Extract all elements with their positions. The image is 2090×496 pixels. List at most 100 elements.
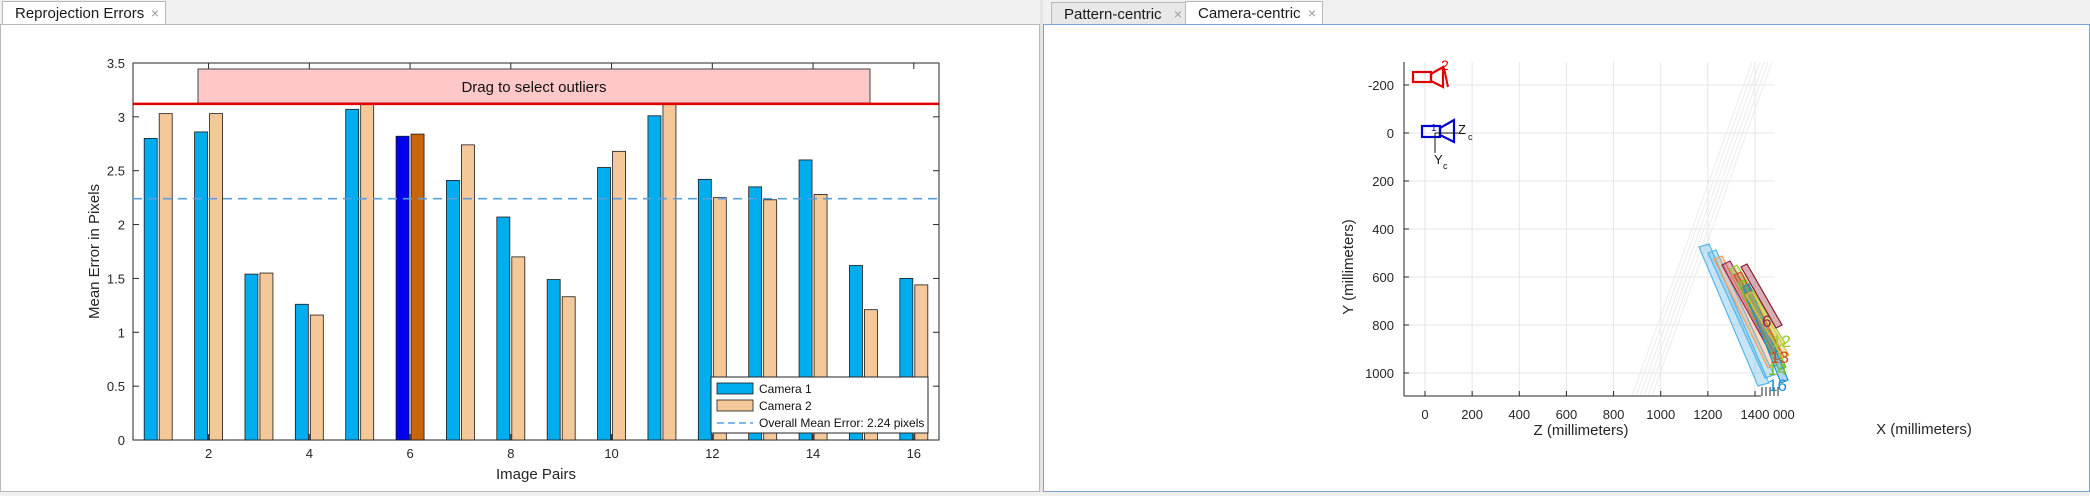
- y-tick-label: 2: [118, 218, 125, 233]
- camera-2-body: [1411, 70, 1433, 84]
- legend-label-mean: Overall Mean Error: 2.24 pixels: [759, 416, 924, 430]
- camera-2-edge: [1443, 67, 1449, 88]
- grid-line: [1647, 61, 1769, 397]
- camera-2-lens: [1429, 65, 1445, 89]
- camera-1-lens: [1438, 118, 1456, 144]
- bar-camera-2: [309, 314, 324, 441]
- y-tick-label: 3.5: [107, 56, 125, 71]
- y-tick-label: 1000: [1365, 366, 1394, 381]
- close-icon[interactable]: ×: [150, 5, 159, 21]
- x-tick-label-overlap: 000: [1773, 407, 1795, 422]
- grid-line: [1643, 61, 1765, 397]
- pattern-label: 12: [1772, 332, 1791, 351]
- left-tab-bar: Reprojection Errors ×: [0, 0, 1040, 25]
- tab-label: Camera-centric: [1198, 5, 1301, 22]
- right-tab-bar: Pattern-centric × Camera-centric ×: [1043, 0, 2090, 25]
- camera-1-frustum: [1420, 118, 1456, 144]
- bar-camera-2: [360, 103, 375, 441]
- close-icon[interactable]: ×: [1307, 5, 1316, 21]
- bar-camera-2: [410, 133, 425, 441]
- y-tick-label: 0: [118, 433, 125, 448]
- y-tick-label: -200: [1368, 78, 1394, 93]
- camera-centric-panel: Pattern-centric × Camera-centric × -200 0…: [1043, 0, 2090, 492]
- camera-1-label: 1: [1431, 123, 1437, 134]
- x-tick-label: 2: [205, 446, 212, 461]
- bar-camera-2: [461, 144, 475, 441]
- legend-label-camera-2: Camera 2: [759, 399, 812, 413]
- bar-camera-2: [662, 103, 677, 441]
- y-tick-label: 0: [1387, 126, 1394, 141]
- bar-camera-1: [647, 115, 662, 441]
- legend-swatch-camera-1: [716, 382, 754, 395]
- z-tick-label: 1000: [1646, 407, 1675, 422]
- grid-line: [1631, 61, 1753, 397]
- drag-select-box: [197, 68, 871, 104]
- pattern-label: 16: [1768, 376, 1787, 395]
- bar-camera-1: [798, 159, 813, 441]
- bar-camera-1: [697, 178, 712, 441]
- z-tick-label: 200: [1461, 407, 1483, 422]
- camera-2-frustum: [1411, 65, 1449, 89]
- y-axis-label: Mean Error in Pixels: [86, 184, 103, 319]
- x-tick-label: 4: [306, 446, 313, 461]
- y-tick-label: 3: [118, 110, 125, 125]
- x-tick-label: 10: [604, 446, 618, 461]
- close-icon[interactable]: ×: [1173, 6, 1182, 22]
- grid-line: [1639, 61, 1761, 397]
- x-axis-label: X (millimeters): [1876, 421, 1972, 438]
- camera-2-label: 2: [1441, 57, 1449, 73]
- z-tick-label: 800: [1603, 407, 1625, 422]
- pattern-plane: [1740, 263, 1783, 329]
- z-tick-label: 1400: [1741, 407, 1770, 422]
- x-tick-label: 16: [907, 446, 921, 461]
- x-axis-label: Image Pairs: [496, 466, 576, 483]
- y-tick-label: 400: [1372, 222, 1394, 237]
- z-tick-label: 600: [1556, 407, 1578, 422]
- reprojection-error-chart[interactable]: 0 0.5 1 1.5 2 2.5 3 3.5 2 4 6 8 10 12 14 16 Drag to sele…: [1, 25, 1039, 491]
- z-tick-label: 0: [1421, 407, 1428, 422]
- y-axis-label: Y (millimeters): [1340, 219, 1357, 315]
- tab-pattern-centric[interactable]: Pattern-centric ×: [1051, 2, 1189, 24]
- bar-camera-1: [395, 135, 410, 441]
- reprojection-errors-panel: Reprojection Errors × 0 0.5 1 1.5 2 2.5 3 3.5 2 4…: [0, 0, 1040, 492]
- pattern-label: 13: [1770, 348, 1789, 367]
- tab-camera-centric[interactable]: Camera-centric ×: [1185, 1, 1323, 25]
- y-tick-label: 2.5: [107, 164, 125, 179]
- drag-select-label: Drag to select outliers: [461, 79, 606, 96]
- bar-camera-2: [158, 113, 173, 441]
- y-tick-label: 200: [1372, 174, 1394, 189]
- zc-sub: c: [1468, 132, 1473, 142]
- pattern-plane: [1745, 291, 1790, 359]
- zc-label: Z: [1458, 122, 1466, 137]
- tab-reprojection-errors[interactable]: Reprojection Errors ×: [2, 1, 166, 25]
- z-tick-label: 1200: [1693, 407, 1722, 422]
- bar-camera-1: [546, 279, 561, 441]
- bar-camera-2: [259, 272, 274, 441]
- bar-camera-1: [194, 131, 208, 441]
- bar-camera-1: [244, 273, 259, 441]
- yc-label: Y: [1434, 152, 1443, 167]
- y-tick-label: 800: [1372, 318, 1394, 333]
- panel-divider[interactable]: [1040, 0, 1043, 492]
- y-tick-label: 1: [118, 325, 125, 340]
- bar-camera-2: [561, 296, 576, 441]
- camera-centric-content: -200 0 200 400 600 800 1000 0 200 400 600 800 1000 12…: [1043, 24, 2090, 492]
- grid-line: [1651, 61, 1773, 397]
- pattern-plane: [1698, 243, 1770, 387]
- bar-camera-1: [143, 138, 158, 441]
- bar-camera-1: [294, 303, 309, 441]
- z-tick-label: 400: [1508, 407, 1530, 422]
- calibration-patterns: [1698, 243, 1790, 387]
- pattern-label: 6: [1762, 312, 1771, 331]
- y-tick-label: 0.5: [107, 379, 125, 394]
- bar-camera-2: [209, 113, 223, 441]
- y-tick-label: 600: [1372, 270, 1394, 285]
- tab-label: Pattern-centric: [1064, 6, 1162, 23]
- bar-camera-2: [511, 256, 526, 441]
- reprojection-errors-content: 0 0.5 1 1.5 2 2.5 3 3.5 2 4 6 8 10 12 14 16 Drag to sele…: [0, 24, 1040, 492]
- bar-camera-2: [612, 150, 626, 441]
- pattern-label: 14: [1768, 360, 1787, 379]
- bar-camera-1: [345, 108, 360, 441]
- grid-line: [1635, 61, 1757, 397]
